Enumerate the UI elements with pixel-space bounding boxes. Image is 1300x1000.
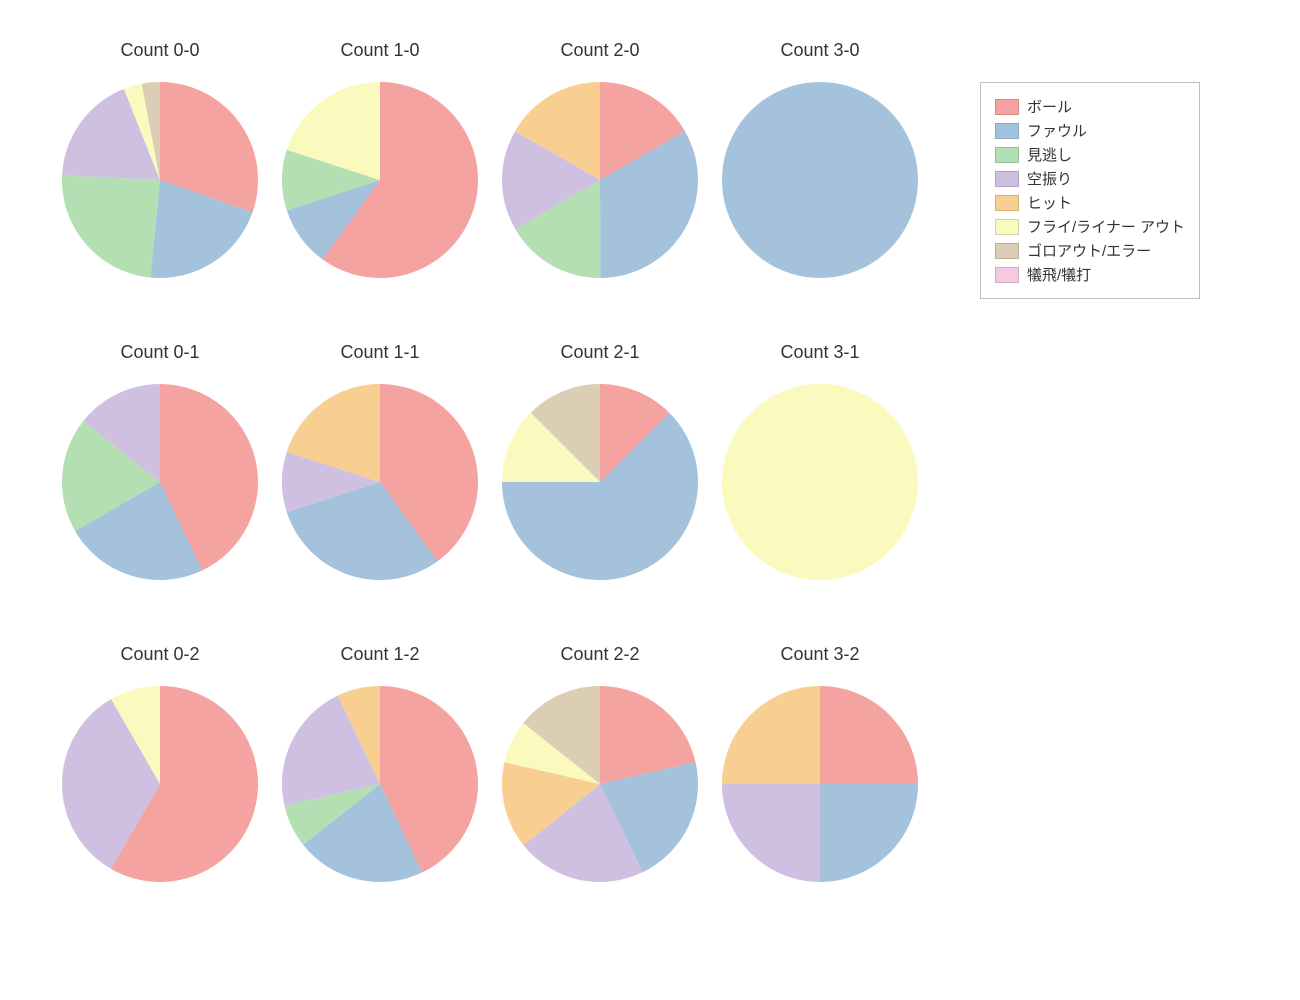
legend-label: ヒット: [1027, 192, 1072, 213]
legend-item: ヒット: [995, 192, 1185, 213]
legend-item: フライ/ライナー アウト: [995, 216, 1185, 237]
pie-chart: [282, 384, 478, 580]
legend-swatch: [995, 171, 1019, 187]
legend-swatch: [995, 267, 1019, 283]
chart-grid: ボールファウル見逃し空振りヒットフライ/ライナー アウトゴロアウト/エラー犠飛/…: [0, 0, 1300, 1000]
legend-item: ボール: [995, 96, 1185, 117]
pie-title: Count 2-0: [500, 40, 700, 61]
pie-chart: [502, 686, 698, 882]
pie-title: Count 0-0: [60, 40, 260, 61]
pie-slice: [722, 82, 918, 278]
legend-swatch: [995, 195, 1019, 211]
legend-label: ファウル: [1027, 120, 1087, 141]
pie-chart: [722, 384, 918, 580]
legend-swatch: [995, 243, 1019, 259]
pie-chart: [62, 686, 258, 882]
pie-slice: [820, 784, 918, 882]
pie-chart: [282, 686, 478, 882]
legend-label: ゴロアウト/エラー: [1027, 240, 1151, 261]
legend-swatch: [995, 99, 1019, 115]
legend-swatch: [995, 219, 1019, 235]
legend-swatch: [995, 123, 1019, 139]
pie-chart: [62, 82, 258, 278]
pie-slice: [820, 686, 918, 784]
pie-chart: [502, 384, 698, 580]
legend-label: 空振り: [1027, 168, 1072, 189]
legend-label: ボール: [1027, 96, 1072, 117]
legend-label: 見逃し: [1027, 144, 1072, 165]
pie-title: Count 0-1: [60, 342, 260, 363]
pie-slice: [722, 784, 820, 882]
legend-swatch: [995, 147, 1019, 163]
pie-chart: [62, 384, 258, 580]
pie-chart: [502, 82, 698, 278]
legend-item: ファウル: [995, 120, 1185, 141]
pie-slice: [722, 686, 820, 784]
pie-title: Count 3-0: [720, 40, 920, 61]
legend-item: ゴロアウト/エラー: [995, 240, 1185, 261]
legend: ボールファウル見逃し空振りヒットフライ/ライナー アウトゴロアウト/エラー犠飛/…: [980, 82, 1200, 299]
legend-item: 空振り: [995, 168, 1185, 189]
legend-item: 見逃し: [995, 144, 1185, 165]
pie-chart: [722, 82, 918, 278]
legend-label: 犠飛/犠打: [1027, 264, 1091, 285]
legend-item: 犠飛/犠打: [995, 264, 1185, 285]
pie-slice: [722, 384, 918, 580]
pie-title: Count 3-1: [720, 342, 920, 363]
pie-title: Count 3-2: [720, 644, 920, 665]
pie-slice: [62, 175, 160, 277]
pie-title: Count 1-2: [280, 644, 480, 665]
pie-chart: [722, 686, 918, 882]
pie-title: Count 2-2: [500, 644, 700, 665]
pie-title: Count 1-1: [280, 342, 480, 363]
pie-title: Count 0-2: [60, 644, 260, 665]
legend-label: フライ/ライナー アウト: [1027, 216, 1185, 237]
pie-chart: [282, 82, 478, 278]
pie-title: Count 1-0: [280, 40, 480, 61]
pie-title: Count 2-1: [500, 342, 700, 363]
